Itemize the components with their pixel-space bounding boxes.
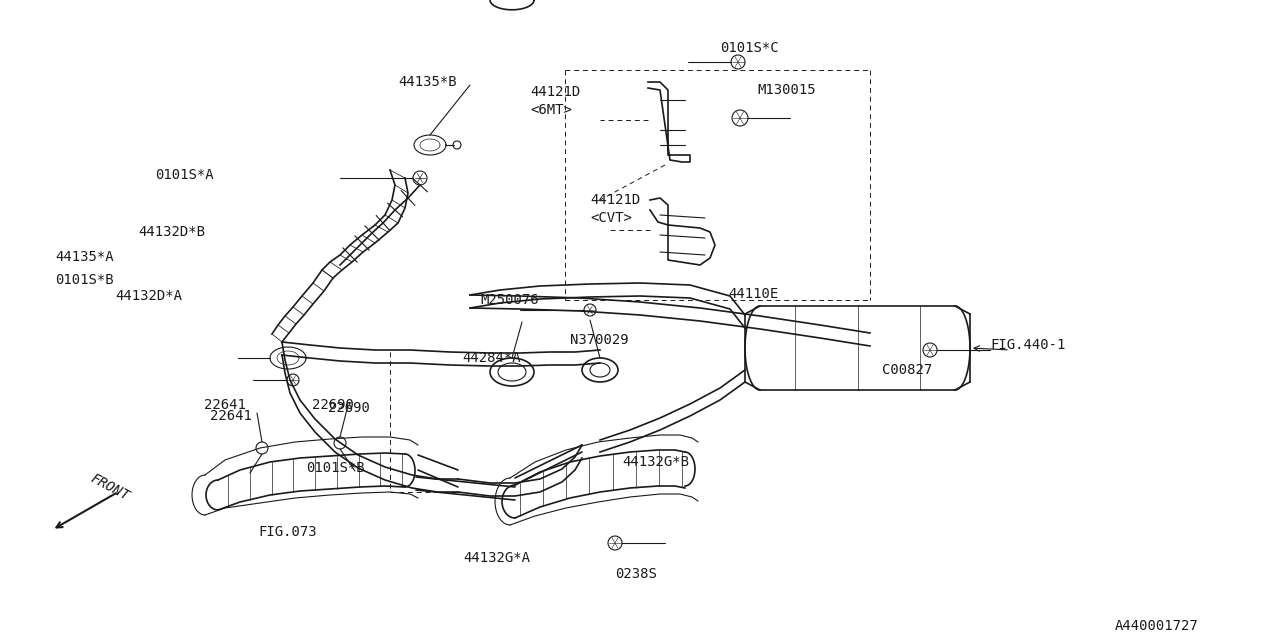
Text: A440001727: A440001727 xyxy=(1115,619,1199,633)
Text: M130015: M130015 xyxy=(756,83,815,97)
Text: C00827: C00827 xyxy=(882,363,932,377)
Text: 22690: 22690 xyxy=(328,401,370,415)
Text: FIG.440-1: FIG.440-1 xyxy=(989,338,1065,352)
Text: <6MT>: <6MT> xyxy=(530,103,572,117)
Text: 44121D: 44121D xyxy=(530,85,580,99)
Text: 0101S*B: 0101S*B xyxy=(306,461,365,475)
Text: 44132D*B: 44132D*B xyxy=(138,225,205,239)
Text: 0101S*B: 0101S*B xyxy=(55,273,114,287)
Text: 0101S*A: 0101S*A xyxy=(155,168,214,182)
Text: 44132G*B: 44132G*B xyxy=(622,455,689,469)
Text: FIG.073: FIG.073 xyxy=(259,525,316,539)
Text: 44110E: 44110E xyxy=(728,287,778,301)
Text: 0101S*C: 0101S*C xyxy=(721,41,778,55)
Text: 44135*A: 44135*A xyxy=(55,250,114,264)
Text: 44132D*A: 44132D*A xyxy=(115,289,182,303)
Text: N370029: N370029 xyxy=(570,333,628,347)
Text: <CVT>: <CVT> xyxy=(590,211,632,225)
Text: 44121D: 44121D xyxy=(590,193,640,207)
Text: FRONT: FRONT xyxy=(88,471,132,503)
Text: M250076: M250076 xyxy=(480,293,539,307)
Text: 22690: 22690 xyxy=(312,398,353,412)
Text: 44135*B: 44135*B xyxy=(398,75,457,89)
Text: 0238S: 0238S xyxy=(614,567,657,581)
Text: 44132G*A: 44132G*A xyxy=(463,551,530,565)
Text: 22641: 22641 xyxy=(210,409,252,423)
Text: 22641: 22641 xyxy=(204,398,246,412)
Text: 44284*A: 44284*A xyxy=(462,351,521,365)
